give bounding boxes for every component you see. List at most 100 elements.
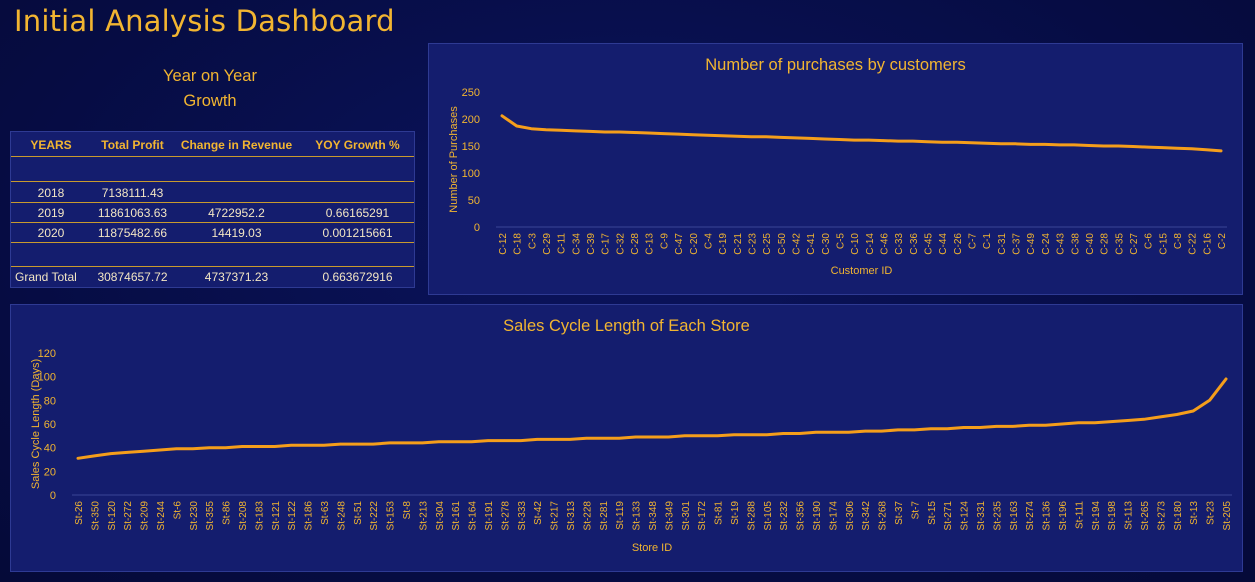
x-tick-label: St-190	[812, 501, 823, 531]
data-point	[585, 437, 588, 440]
header-yoy-growth: YOY Growth %	[315, 138, 400, 152]
y-tick-label: 250	[462, 87, 480, 99]
x-tick-label: St-111	[1074, 501, 1085, 529]
data-point	[404, 441, 408, 445]
y-tick-label: 100	[462, 168, 480, 180]
series-line	[76, 377, 1228, 460]
data-point	[544, 128, 548, 131]
data-point	[798, 432, 801, 435]
y-tick-label: 80	[44, 395, 56, 407]
y-tick-label: 20	[44, 466, 56, 478]
x-tick-label: St-205	[1222, 501, 1233, 531]
x-tick-label: St-51	[353, 501, 364, 525]
data-point	[808, 137, 812, 140]
x-tick-label: St-172	[697, 501, 708, 531]
cell-change: 14419.03	[211, 226, 262, 240]
series-line	[500, 114, 1223, 153]
data-point	[601, 437, 604, 440]
data-point	[1142, 418, 1146, 421]
data-point	[486, 439, 490, 442]
yoy-heading-line2: Growth	[183, 92, 237, 110]
x-tick-label: C-43	[1056, 233, 1067, 255]
data-point	[913, 428, 916, 432]
data-point	[662, 132, 665, 135]
data-point	[1102, 144, 1105, 148]
x-tick-label: St-350	[90, 501, 101, 531]
x-tick-label: C-21	[733, 233, 744, 255]
x-tick-label: St-268	[878, 501, 889, 531]
data-point	[618, 437, 621, 440]
cell-profit: 7138111.43	[101, 186, 164, 200]
x-tick-label: St-333	[517, 501, 528, 531]
x-tick-label: St-288	[746, 501, 757, 531]
x-tick-label: St-301	[681, 501, 692, 531]
x-tick-label: St-113	[1124, 501, 1135, 530]
data-point	[588, 130, 592, 133]
data-point	[1175, 146, 1179, 150]
data-point	[76, 457, 80, 460]
data-point	[691, 133, 694, 136]
x-tick-label: C-6	[1144, 233, 1155, 250]
x-tick-label: St-7	[910, 501, 921, 520]
data-point	[559, 129, 562, 132]
data-point	[700, 434, 703, 438]
x-tick-label: C-25	[762, 233, 773, 255]
x-tick-label: C-27	[1129, 233, 1140, 255]
data-point	[515, 124, 518, 128]
x-tick-label: C-29	[542, 233, 553, 255]
data-point	[1060, 422, 1064, 426]
data-point	[970, 141, 973, 144]
x-tick-label: St-86	[222, 501, 233, 525]
x-tick-label: C-13	[645, 233, 656, 255]
divider	[11, 202, 414, 203]
data-point	[240, 445, 244, 448]
x-tick-label: St-278	[500, 501, 511, 531]
x-tick-label: C-37	[1012, 233, 1023, 255]
x-tick-label: St-213	[418, 501, 429, 531]
data-point	[500, 114, 504, 117]
data-point	[568, 438, 572, 441]
cell-year: 2018	[37, 186, 65, 200]
data-point	[999, 142, 1003, 146]
x-tick-label: St-356	[796, 501, 807, 531]
y-tick-label: 0	[474, 222, 480, 234]
x-tick-label: St-230	[189, 501, 200, 531]
data-point	[530, 127, 533, 130]
data-point	[1208, 399, 1211, 402]
yoy-heading-line1: Year on Year	[163, 67, 257, 85]
data-point	[831, 431, 834, 434]
y-tick-label: 100	[38, 372, 56, 384]
x-tick-label: C-42	[791, 233, 802, 255]
data-point	[847, 431, 850, 434]
x-tick-label: St-119	[615, 501, 626, 530]
header-total-profit: Total Profit	[101, 138, 164, 152]
cell-profit: 30874657.72	[97, 270, 168, 284]
data-point	[650, 435, 654, 439]
x-tick-label: St-274	[1025, 501, 1036, 531]
x-tick-label: C-12	[498, 233, 509, 255]
x-tick-label: St-19	[730, 501, 741, 525]
x-tick-label: St-105	[763, 501, 774, 531]
divider	[11, 181, 414, 182]
cell-change: 4737371.23	[204, 270, 269, 284]
yoy-heading: Year on Year Growth	[110, 64, 310, 114]
cell-growth: 0.001215661	[322, 226, 393, 240]
x-tick-label: St-304	[435, 501, 446, 531]
x-axis-label: Customer ID	[831, 265, 893, 277]
data-point	[421, 441, 424, 445]
data-point	[911, 139, 915, 143]
data-point	[647, 131, 650, 135]
x-tick-label: C-38	[1070, 233, 1081, 255]
data-point	[852, 138, 856, 142]
data-point	[290, 444, 293, 447]
x-tick-label: C-49	[1026, 233, 1037, 255]
x-tick-label: St-26	[74, 501, 85, 525]
x-tick-label: St-120	[107, 501, 118, 531]
data-point	[1073, 143, 1076, 147]
x-tick-label: C-9	[659, 233, 670, 250]
data-point	[1110, 420, 1113, 423]
data-point	[880, 429, 883, 433]
data-point	[388, 441, 391, 445]
data-point	[782, 432, 785, 435]
y-tick-label: 150	[462, 141, 480, 153]
